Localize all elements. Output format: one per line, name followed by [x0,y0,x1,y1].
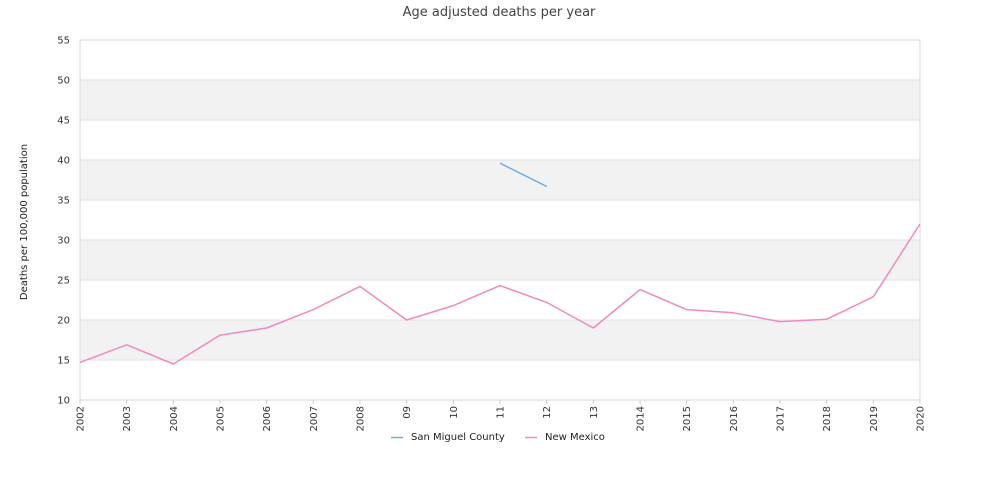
y-axis-ticks: 10 15 20 25 30 35 40 45 50 55 [57,36,70,407]
grid-band [80,280,920,320]
x-tick-label: 2004 [169,406,180,431]
x-tick-label: 11 [496,406,507,419]
x-tick-label: 2003 [122,406,133,431]
grid-band [80,320,920,360]
x-tick-label: 2016 [729,406,740,431]
x-tick-label: 2002 [76,406,87,431]
x-tick-label: 2005 [216,406,227,431]
x-tick-label: 2018 [822,406,833,431]
chart-title: Age adjusted deaths per year [403,5,596,20]
x-tick-label: 2006 [262,406,273,431]
x-tick-label: 2017 [776,406,787,431]
x-tick-label: 12 [542,406,553,419]
x-tick-label: 09 [402,406,413,419]
legend-item-new-mexico[interactable]: New Mexico [525,432,605,443]
x-tick-label: 2020 [916,406,927,431]
y-tick-label: 15 [57,356,70,367]
x-tick-label: 13 [589,406,600,419]
grid-band [80,240,920,280]
grid-band [80,120,920,160]
legend-label-new-mexico: New Mexico [545,432,605,443]
grid-band [80,80,920,120]
y-tick-label: 45 [57,116,70,127]
legend-item-san-miguel-county[interactable]: San Miguel County [391,432,505,443]
x-tick-label: 2019 [869,406,880,431]
grid-band [80,360,920,400]
y-tick-label: 30 [57,236,70,247]
grid-band [80,40,920,80]
x-tick-label: 2008 [356,406,367,431]
y-tick-label: 35 [57,196,70,207]
grid-band [80,160,920,200]
y-axis-label: Deaths per 100,000 population [19,144,30,300]
y-tick-label: 40 [57,156,70,167]
x-tick-label: 2015 [682,406,693,431]
background-bands [80,40,920,400]
x-tick-label: 10 [449,406,460,419]
y-tick-label: 20 [57,316,70,327]
series-lines [79,162,921,365]
series-line-san-miguel-county[interactable] [499,162,548,188]
y-tick-label: 50 [57,76,70,87]
y-tick-label: 55 [57,36,70,47]
x-tick-label: 2007 [309,406,320,431]
series-line-new-mexico[interactable] [79,223,921,365]
grid-band [80,200,920,240]
x-tick-label: 2014 [636,406,647,431]
legend-label-san-miguel-county: San Miguel County [411,432,505,443]
y-tick-label: 10 [57,396,70,407]
y-tick-label: 25 [57,276,70,287]
x-axis-ticks: 2002 2003 2004 2005 2006 2007 2008 09 10 11 12 13 20… [76,400,927,431]
legend: San Miguel County New Mexico [391,432,605,443]
